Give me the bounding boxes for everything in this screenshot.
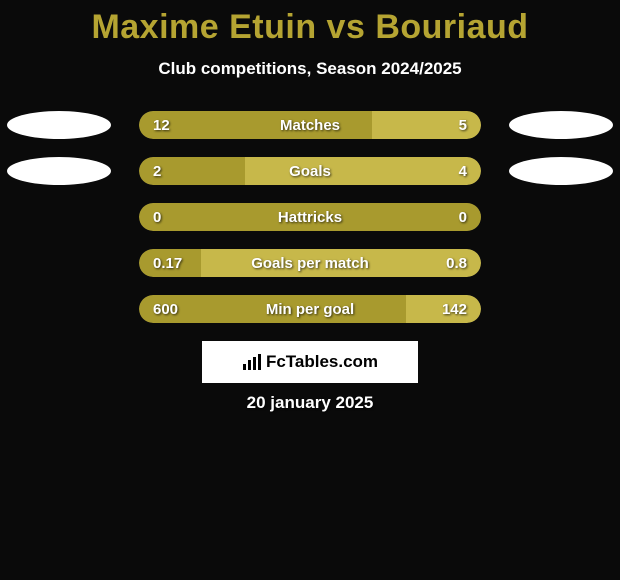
stat-bar: 12Matches5: [139, 111, 481, 139]
stat-label: Matches: [139, 111, 481, 139]
brand-label: FcTables.com: [242, 352, 378, 372]
stat-bar: 600Min per goal142: [139, 295, 481, 323]
stat-bar: 2Goals4: [139, 157, 481, 185]
comparison-infographic: Maxime Etuin vs Bouriaud Club competitio…: [0, 0, 620, 413]
player-avatar-right: [509, 111, 613, 139]
player-avatar-left: [7, 157, 111, 185]
stat-row: 600Min per goal142: [0, 295, 620, 323]
player-avatar-left: [7, 111, 111, 139]
stat-row: 0.17Goals per match0.8: [0, 249, 620, 277]
date-label: 20 january 2025: [0, 393, 620, 413]
stat-label: Min per goal: [139, 295, 481, 323]
page-title: Maxime Etuin vs Bouriaud: [0, 8, 620, 47]
brand-box: FcTables.com: [202, 341, 418, 383]
brand-text: FcTables.com: [266, 352, 378, 372]
stat-right-value: 0: [459, 203, 467, 231]
stat-row: 2Goals4: [0, 157, 620, 185]
stat-bar: 0.17Goals per match0.8: [139, 249, 481, 277]
stat-right-value: 4: [459, 157, 467, 185]
stat-right-value: 142: [442, 295, 467, 323]
subtitle: Club competitions, Season 2024/2025: [0, 59, 620, 79]
stat-row: 12Matches5: [0, 111, 620, 139]
stat-right-value: 5: [459, 111, 467, 139]
stat-label: Goals: [139, 157, 481, 185]
stats-container: 12Matches5 2Goals4 0Hattricks0 0.17Goals pe…: [0, 111, 620, 323]
stat-label: Goals per match: [139, 249, 481, 277]
stat-right-value: 0.8: [446, 249, 467, 277]
chart-icon: [242, 354, 262, 370]
stat-bar: 0Hattricks0: [139, 203, 481, 231]
player-avatar-right: [509, 157, 613, 185]
stat-label: Hattricks: [139, 203, 481, 231]
stat-row: 0Hattricks0: [0, 203, 620, 231]
